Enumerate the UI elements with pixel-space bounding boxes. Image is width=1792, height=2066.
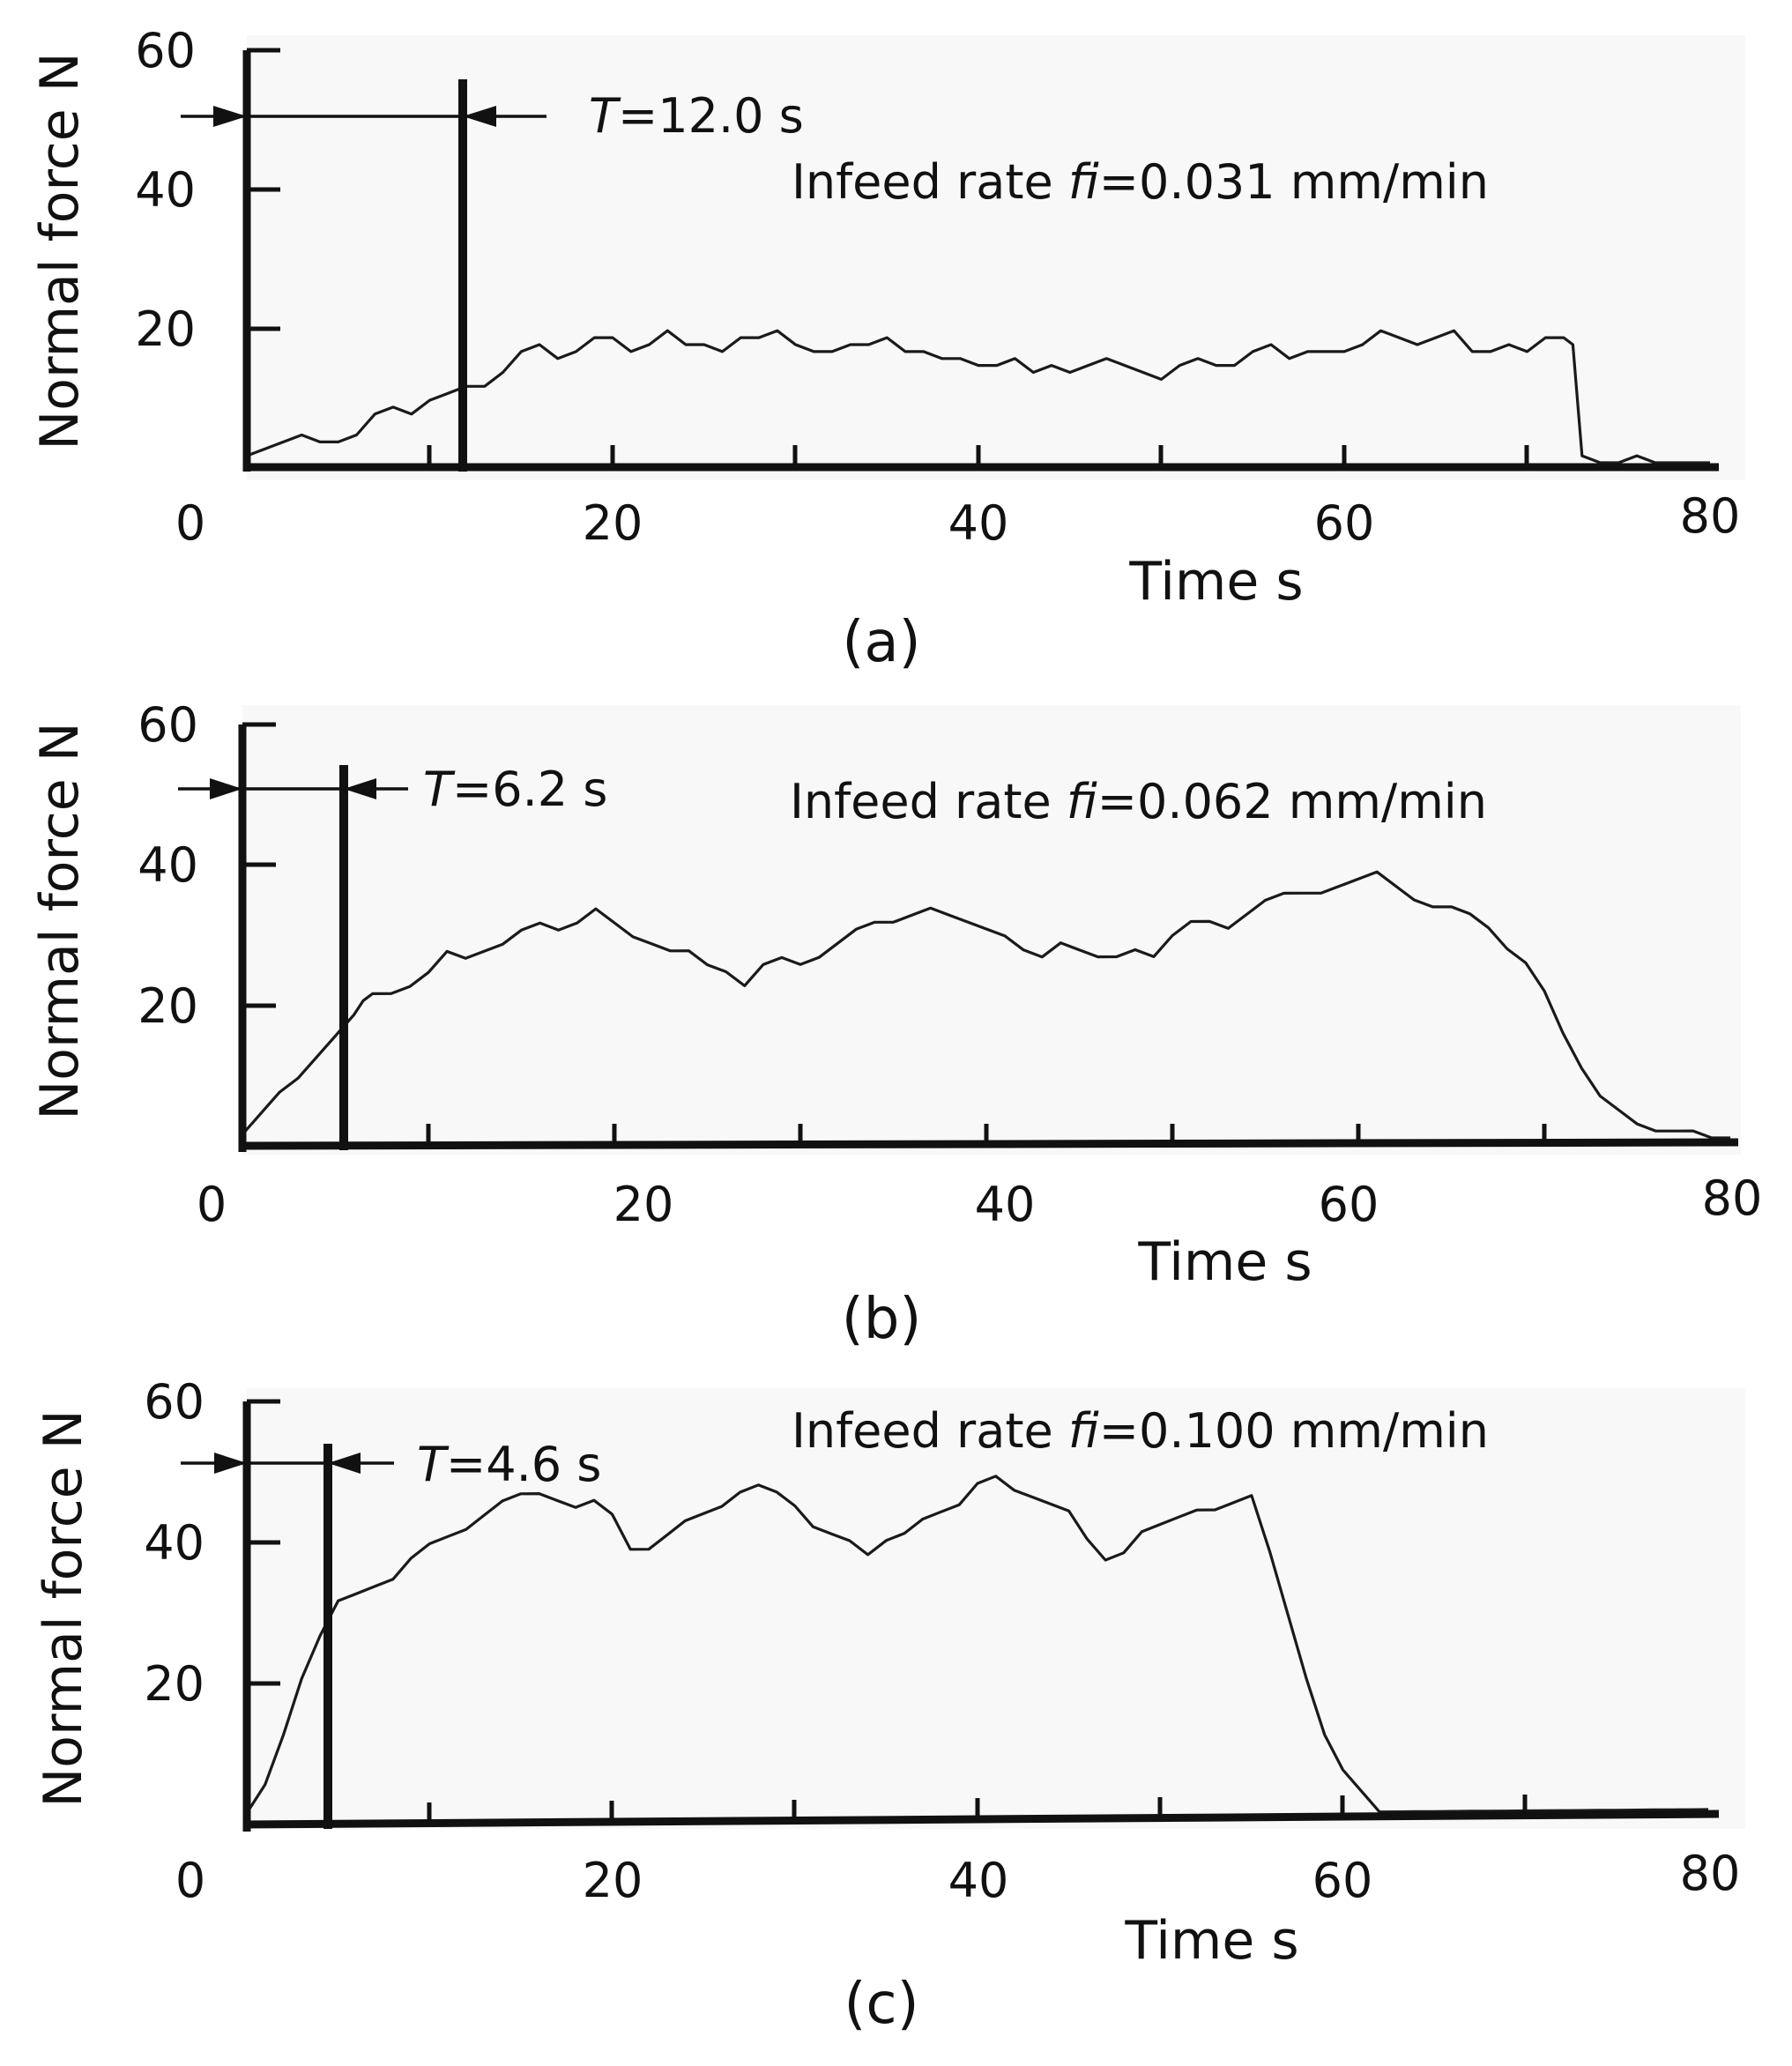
t-symbol: T xyxy=(423,762,456,817)
panel-a: 60 40 20 0 20 40 60 80 Time s Normal for… xyxy=(29,23,1745,675)
x-tick-label: 80 xyxy=(1680,1846,1741,1901)
panel-c-x-axis-title: Time s xyxy=(1124,1910,1298,1972)
panel-c-y-axis-title: Normal force N xyxy=(33,1409,94,1807)
panel-a-t-arrow-left xyxy=(213,106,247,127)
y-tick-label: 20 xyxy=(144,1656,204,1712)
x-tick-label: 60 xyxy=(1312,1853,1373,1908)
y-tick-label: 40 xyxy=(138,837,198,893)
panel-a-x-ticks xyxy=(427,445,1529,467)
panel-c-y-ticks xyxy=(247,1399,280,1686)
x-tick-label: 40 xyxy=(948,495,1009,551)
panel-a-x-axis-title: Time s xyxy=(1128,551,1303,613)
panel-a-force-line xyxy=(246,329,1710,464)
t-symbol: T xyxy=(589,88,621,144)
infeed-value: =0.100 mm/min xyxy=(1099,1403,1489,1459)
x-tick-label: 40 xyxy=(948,1853,1009,1908)
x-tick-label: 0 xyxy=(175,495,205,551)
infeed-symbol: fi xyxy=(1068,1403,1099,1459)
infeed-symbol: fi xyxy=(1068,154,1099,210)
y-tick-label: 40 xyxy=(135,162,196,218)
panel-b-force-line xyxy=(241,870,1730,1140)
panel-b-t-value: T=6.2 s xyxy=(423,762,607,817)
y-tick-label: 20 xyxy=(138,978,198,1034)
infeed-value: =0.062 mm/min xyxy=(1097,774,1487,829)
infeed-prefix: Infeed rate xyxy=(792,154,1068,210)
panel-c: 60 40 20 0 20 40 60 80 Time s Normal for… xyxy=(33,1374,1745,2037)
panel-b: 60 40 20 0 20 40 60 80 Time s Normal for… xyxy=(29,697,1762,1352)
panel-c-x-axis xyxy=(242,1810,1720,1829)
panel-b-label: (b) xyxy=(842,1287,922,1352)
infeed-symbol: fi xyxy=(1067,774,1097,829)
panel-c-background xyxy=(247,1388,1745,1829)
y-tick-label: 60 xyxy=(138,697,198,753)
panel-a-label: (a) xyxy=(842,610,920,675)
panel-b-infeed-rate: Infeed rate fi=0.062 mm/min xyxy=(790,774,1487,829)
t-value: =6.2 s xyxy=(452,762,607,817)
panel-a-t-arrow-right xyxy=(463,106,496,127)
y-tick-label: 20 xyxy=(135,301,196,357)
x-tick-label: 20 xyxy=(613,1177,674,1232)
y-tick-label: 40 xyxy=(144,1515,204,1571)
panel-c-label: (c) xyxy=(844,1972,918,2037)
x-tick-label: 0 xyxy=(175,1853,205,1908)
t-symbol: T xyxy=(417,1437,450,1492)
panel-c-force-line xyxy=(245,1475,1709,1814)
infeed-value: =0.031 mm/min xyxy=(1099,154,1489,210)
panel-b-y-axis-title: Normal force N xyxy=(29,722,91,1119)
panel-c-infeed-rate: Infeed rate fi=0.100 mm/min xyxy=(792,1403,1489,1459)
x-tick-label: 80 xyxy=(1680,488,1741,544)
x-tick-label: 20 xyxy=(583,1853,643,1908)
panel-c-t-arrow-left xyxy=(214,1453,247,1474)
panel-c-t-value: T=4.6 s xyxy=(417,1437,601,1492)
t-value: =12.0 s xyxy=(618,88,804,144)
x-tick-label: 0 xyxy=(197,1177,227,1232)
panel-a-t-value: T=12.0 s xyxy=(589,88,804,144)
x-tick-label: 60 xyxy=(1319,1177,1379,1232)
panel-c-t-arrow-right xyxy=(328,1453,361,1474)
panel-a-background xyxy=(247,35,1745,480)
infeed-prefix: Infeed rate xyxy=(792,1403,1068,1459)
panel-b-y-ticks xyxy=(242,722,276,1008)
panel-a-y-axis-title: Normal force N xyxy=(29,52,91,450)
panel-b-x-axis-title: Time s xyxy=(1137,1231,1312,1293)
x-tick-label: 20 xyxy=(583,495,643,551)
panel-c-x-ticks xyxy=(427,1795,1528,1824)
panel-b-t-arrow-left xyxy=(210,778,242,799)
infeed-prefix: Infeed rate xyxy=(790,774,1067,829)
panel-a-y-ticks xyxy=(247,48,280,331)
y-tick-label: 60 xyxy=(144,1374,204,1430)
y-tick-label: 60 xyxy=(135,23,196,78)
panel-b-t-arrow-right xyxy=(344,778,376,799)
x-tick-label: 60 xyxy=(1314,495,1375,551)
x-tick-label: 40 xyxy=(975,1177,1036,1232)
x-tick-label: 80 xyxy=(1702,1170,1763,1226)
panel-b-x-ticks xyxy=(426,1124,1547,1146)
panel-a-infeed-rate: Infeed rate fi=0.031 mm/min xyxy=(792,154,1489,210)
t-value: =4.6 s xyxy=(446,1437,601,1492)
